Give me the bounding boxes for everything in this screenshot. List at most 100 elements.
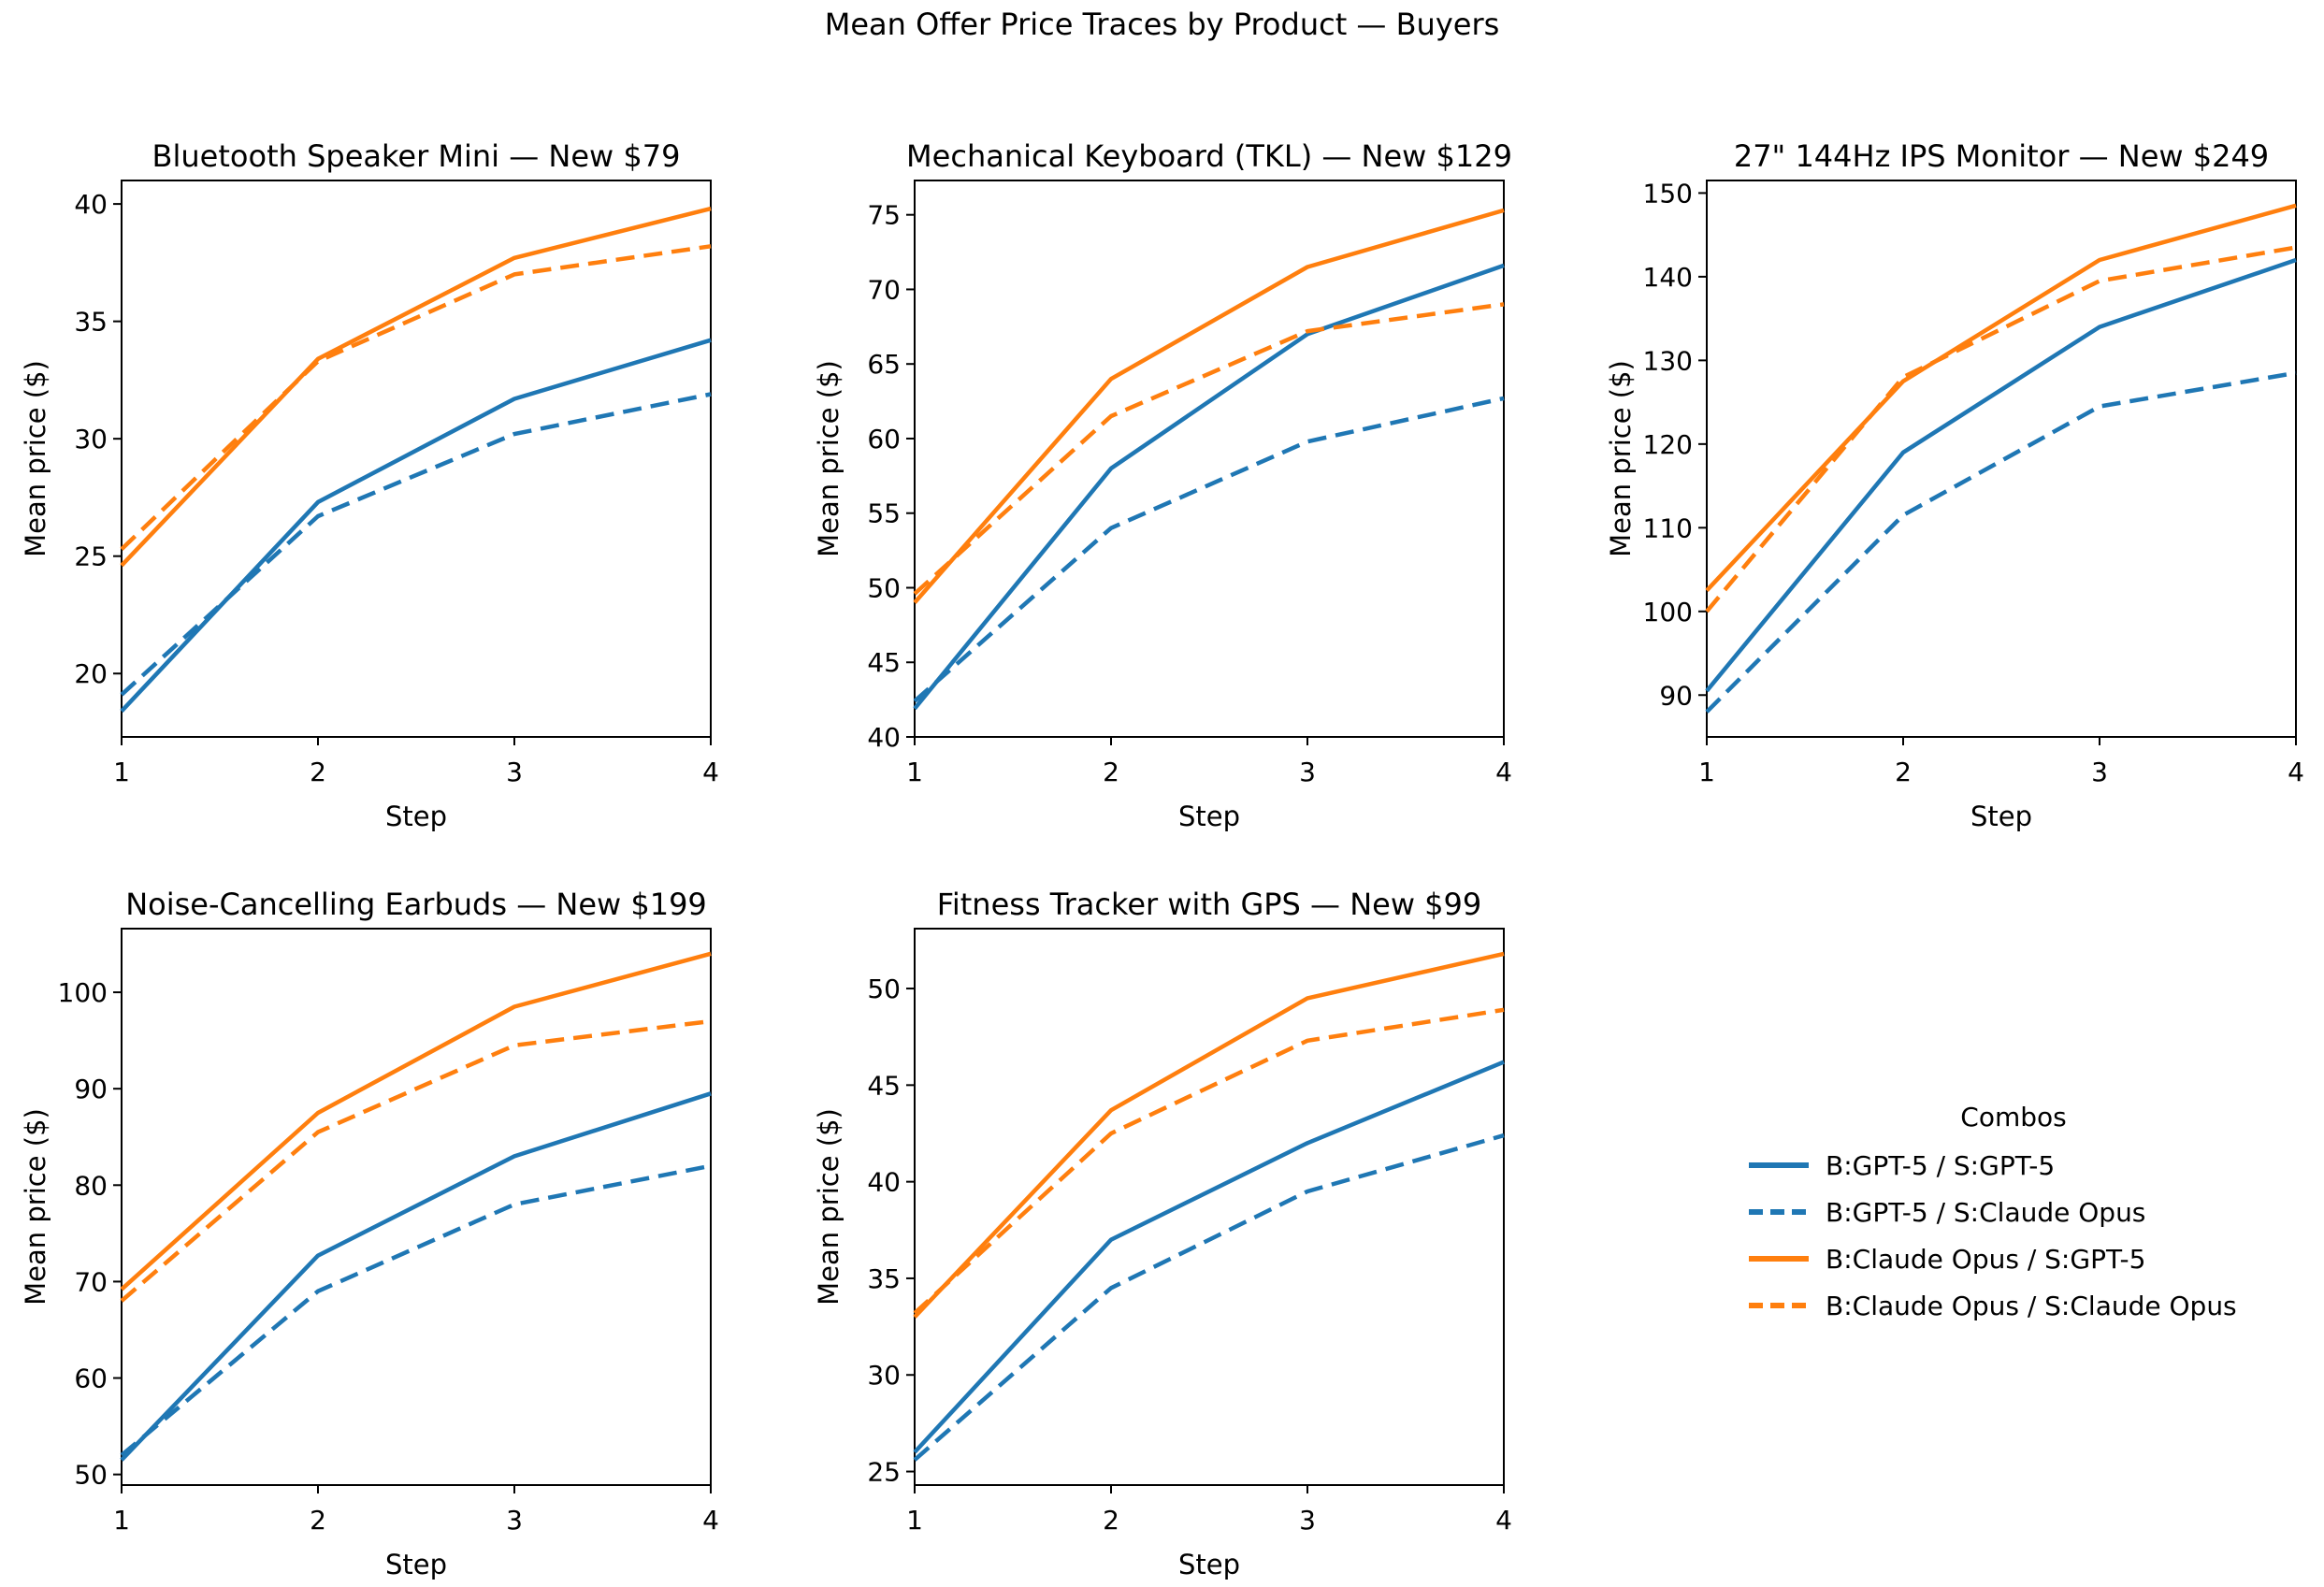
x-axis-label: Step [1178,801,1240,832]
legend-entry: B:Claude Opus / S:Claude Opus [1747,1290,2271,1321]
y-tick-label: 90 [1659,680,1693,711]
x-tick-label: 1 [113,1505,130,1536]
x-tick-label: 2 [310,757,326,787]
y-tick-label: 45 [867,1070,901,1101]
x-tick-label: 4 [702,1505,718,1536]
y-axis-label: Mean price ($) [813,1108,844,1306]
legend-label: B:Claude Opus / S:GPT-5 [1826,1243,2146,1275]
subplot-title: Fitness Tracker with GPS — New $99 [937,887,1481,922]
legend-line-swatch [1749,1303,1809,1308]
series-line: B:GPT-5 / S:GPT-5 [913,263,1505,711]
subplot-noise-cancelling-earbuds: Noise-Cancelling Earbuds — New $199 1 2 3 4 5… [17,873,719,1583]
y-axis-label: Mean price ($) [20,360,51,557]
subplot-title: 27" 144Hz IPS Monitor — New $249 [1734,138,2269,174]
series-line: B:GPT-5 / S:Claude Opus [913,1133,1505,1462]
x-tick-label: 2 [310,1505,326,1536]
series-line: B:Claude Opus / S:Claude Opus [1705,245,2297,613]
y-tick-label: 70 [74,1266,108,1297]
y-tick-label: 25 [74,541,108,572]
y-tick-label: 35 [867,1263,901,1294]
legend-label: B:Claude Opus / S:Claude Opus [1826,1290,2237,1321]
y-tick-label: 100 [58,977,108,1008]
legend-entry: B:GPT-5 / S:Claude Opus [1747,1196,2271,1228]
y-tick-label: 70 [867,274,901,305]
figure-title: Mean Offer Price Traces by Product — Buy… [824,7,1500,42]
series-line: B:Claude Opus / S:GPT-5 [913,208,1505,604]
y-tick-label: 40 [74,189,108,220]
legend-line-swatch [1749,1162,1809,1168]
x-tick-label: 4 [1495,757,1511,787]
x-tick-label: 4 [2288,757,2303,787]
plot-area-border [914,180,1505,738]
x-axis-label: Step [1970,801,2032,832]
x-tick-label: 3 [506,757,523,787]
y-axis-label: Mean price ($) [20,1108,51,1306]
y-tick-label: 65 [867,349,901,380]
legend-entry: B:GPT-5 / S:GPT-5 [1747,1149,2271,1181]
series-line: B:Claude Opus / S:GPT-5 [913,951,1505,1319]
legend-label: B:GPT-5 / S:GPT-5 [1826,1149,2056,1181]
y-tick-label: 120 [1643,429,1693,460]
legend-entry: B:Claude Opus / S:GPT-5 [1747,1243,2271,1275]
y-tick-label: 25 [867,1457,901,1488]
subplot-ips-monitor: 27" 144Hz IPS Monitor — New $249 1 2 3 4 90 10… [1602,124,2304,835]
x-axis-label: Step [1178,1549,1240,1580]
legend-title: Combos [1960,1102,2067,1133]
series-line: B:GPT-5 / S:GPT-5 [1705,257,2297,693]
series-line: B:Claude Opus / S:Claude Opus [120,1018,712,1303]
legend: Combos B:GPT-5 / S:GPT-5 B:GPT-5 / S:Clau… [1747,1102,2271,1336]
subplot-title: Noise-Cancelling Earbuds — New $199 [125,887,707,922]
x-tick-label: 3 [506,1505,523,1536]
subplot-title: Bluetooth Speaker Mini — New $79 [152,138,681,174]
y-tick-label: 55 [867,498,901,529]
x-tick-label: 3 [1299,757,1316,787]
chart-svg: Mechanical Keyboard (TKL) — New $129 1 2 3 4… [813,138,1512,832]
chart-svg: 27" 144Hz IPS Monitor — New $249 1 2 3 4 90 10… [1605,138,2304,832]
legend-line-swatch [1749,1209,1809,1215]
y-tick-label: 30 [867,1360,901,1391]
y-axis-label: Mean price ($) [1605,360,1637,557]
y-tick-label: 50 [74,1460,108,1491]
chart-svg: Noise-Cancelling Earbuds — New $199 1 2 3 4 5… [20,887,719,1580]
x-tick-label: 3 [2091,757,2108,787]
chart-svg: Bluetooth Speaker Mini — New $79 1 2 3 4 20 25… [20,138,719,832]
x-axis-label: Step [385,801,447,832]
x-tick-label: 1 [906,1505,923,1536]
y-tick-label: 80 [74,1170,108,1201]
y-axis-label: Mean price ($) [813,360,844,557]
series-line: B:Claude Opus / S:Claude Opus [913,1007,1505,1315]
plot-area-border [121,928,712,1486]
y-tick-label: 150 [1643,178,1693,209]
series-line: B:GPT-5 / S:Claude Opus [120,392,712,697]
y-tick-label: 30 [74,424,108,454]
x-tick-label: 2 [1895,757,1912,787]
x-tick-label: 2 [1103,757,1119,787]
x-tick-label: 1 [906,757,923,787]
series-line: B:GPT-5 / S:GPT-5 [913,1060,1505,1454]
x-tick-label: 2 [1103,1505,1119,1536]
series-line: B:GPT-5 / S:Claude Opus [913,396,1505,703]
series-line: B:GPT-5 / S:GPT-5 [120,338,712,713]
y-tick-label: 40 [867,1167,901,1198]
y-tick-label: 90 [74,1074,108,1104]
y-tick-label: 100 [1643,597,1693,628]
y-tick-label: 60 [74,1363,108,1394]
x-tick-label: 4 [702,757,718,787]
y-tick-label: 50 [867,974,901,1004]
y-tick-label: 45 [867,647,901,678]
series-line: B:Claude Opus / S:Claude Opus [120,244,712,551]
plot-area-border [121,180,712,738]
subplot-title: Mechanical Keyboard (TKL) — New $129 [906,138,1511,174]
series-line: B:GPT-5 / S:Claude Opus [1705,370,2297,714]
series-line: B:Claude Opus / S:GPT-5 [1705,203,2297,592]
subplot-fitness-tracker: Fitness Tracker with GPS — New $99 1 2 3 4 25… [810,873,1512,1583]
x-tick-label: 3 [1299,1505,1316,1536]
chart-svg: Fitness Tracker with GPS — New $99 1 2 3 4 25… [813,887,1512,1580]
legend-label: B:GPT-5 / S:Claude Opus [1826,1196,2146,1228]
y-tick-label: 40 [867,722,901,753]
y-tick-label: 50 [867,572,901,603]
series-line: B:Claude Opus / S:Claude Opus [913,302,1505,596]
y-tick-label: 130 [1643,345,1693,376]
subplot-mechanical-keyboard: Mechanical Keyboard (TKL) — New $129 1 2 3 4… [810,124,1512,835]
